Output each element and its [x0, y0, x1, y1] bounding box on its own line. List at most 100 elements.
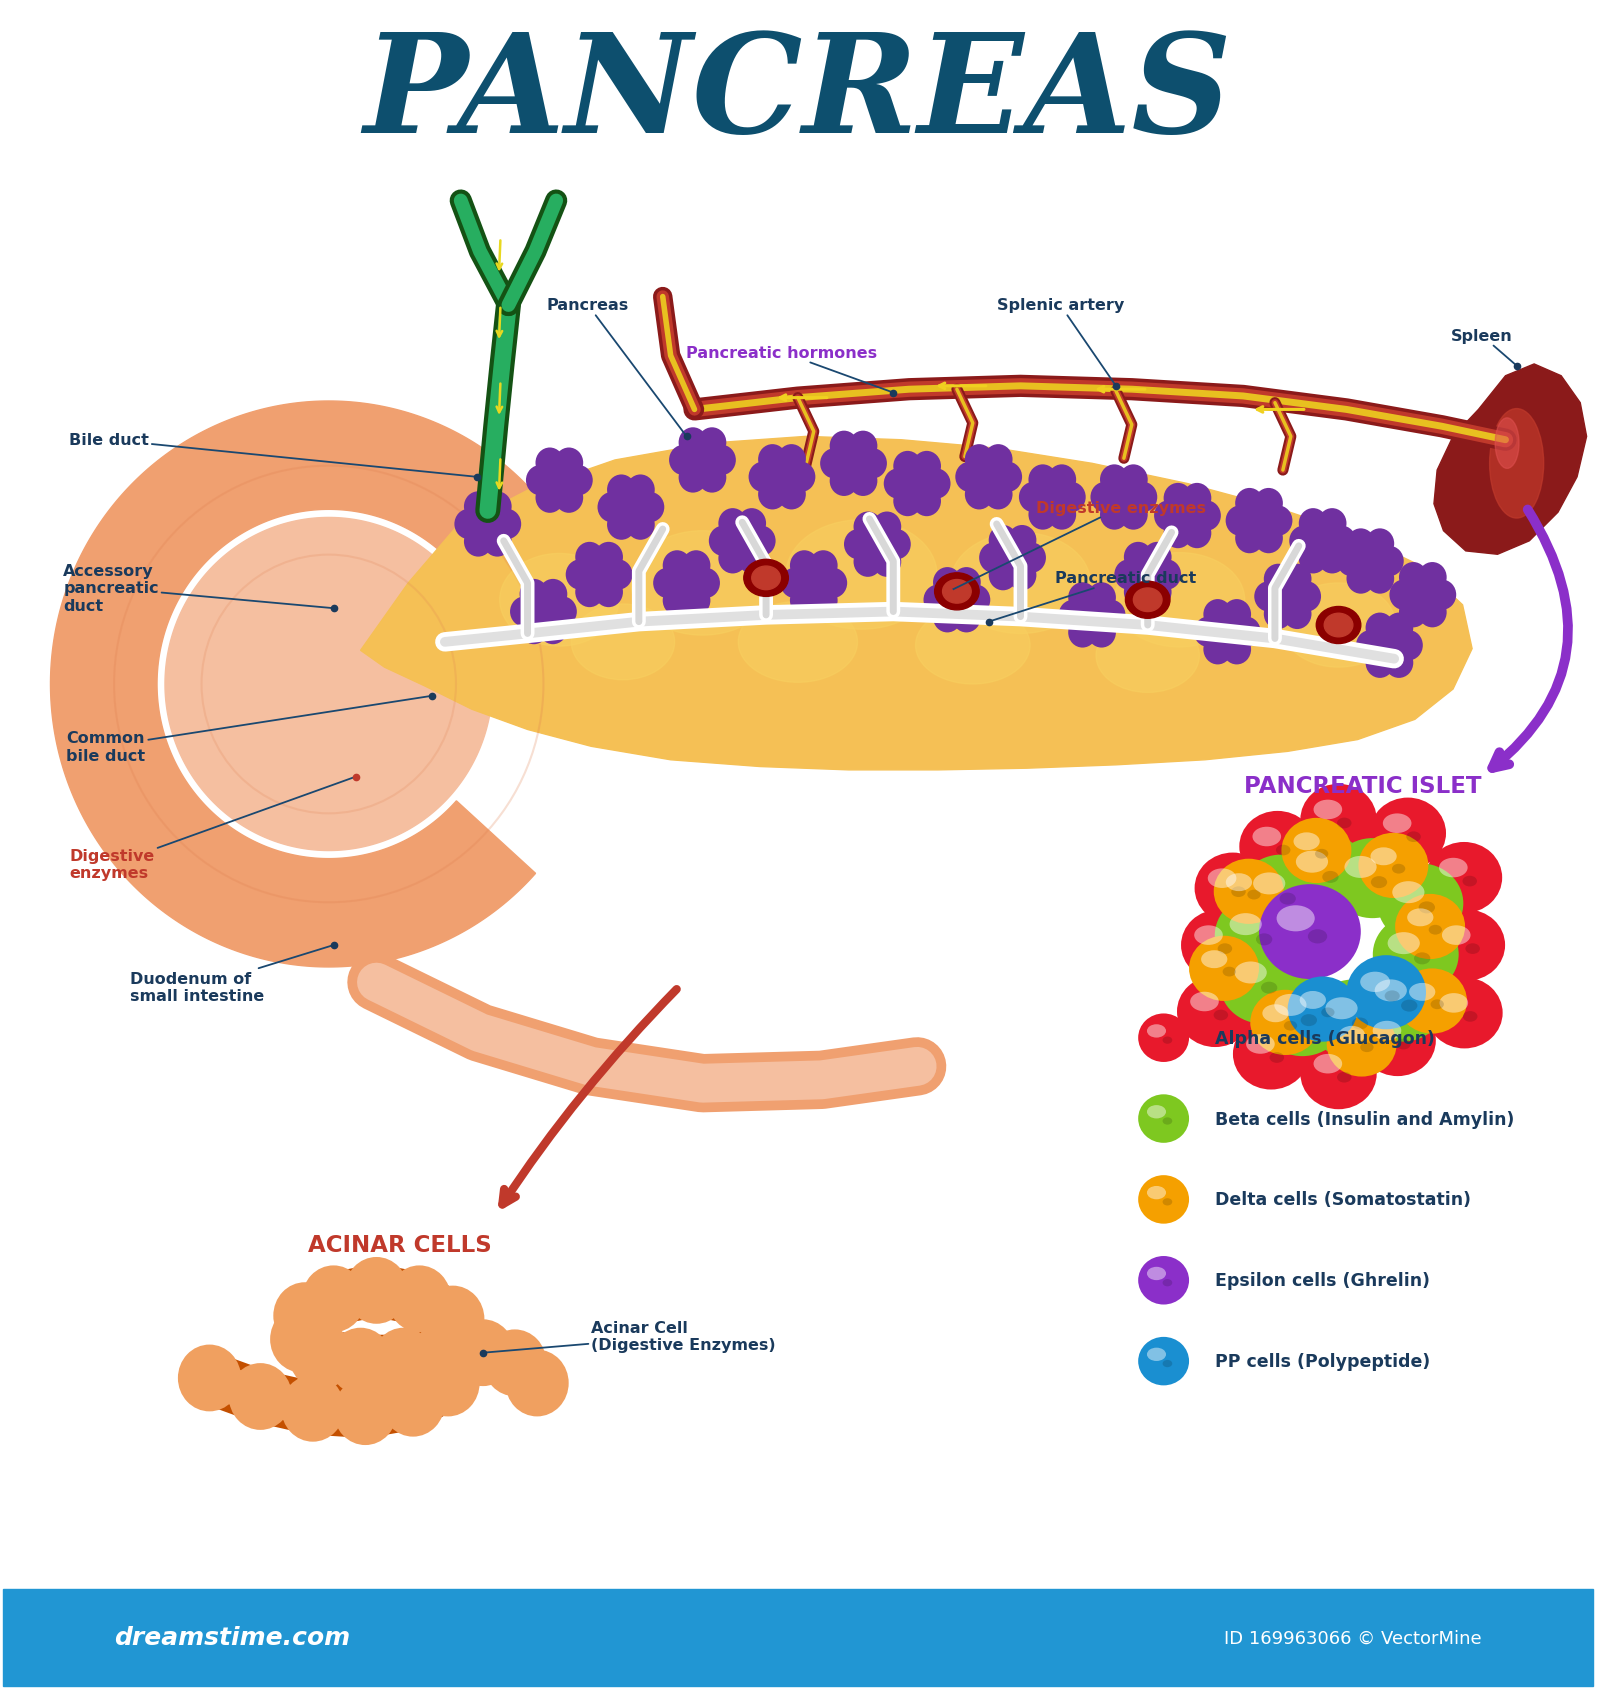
Circle shape	[1384, 613, 1413, 644]
Circle shape	[965, 451, 1013, 503]
Circle shape	[965, 444, 994, 475]
Ellipse shape	[1360, 963, 1446, 1042]
Ellipse shape	[1282, 584, 1395, 667]
Ellipse shape	[1181, 910, 1258, 981]
Circle shape	[1008, 561, 1037, 591]
Circle shape	[576, 542, 603, 573]
Ellipse shape	[1163, 1279, 1173, 1287]
Circle shape	[1318, 508, 1347, 539]
Circle shape	[955, 463, 984, 493]
Ellipse shape	[1147, 1267, 1166, 1280]
Circle shape	[565, 466, 592, 497]
Ellipse shape	[1301, 1039, 1376, 1110]
Circle shape	[1394, 630, 1422, 660]
Ellipse shape	[1347, 956, 1426, 1030]
Text: ID 169963066 © VectorMine: ID 169963066 © VectorMine	[1224, 1628, 1482, 1647]
Circle shape	[707, 446, 736, 476]
Ellipse shape	[1214, 895, 1301, 976]
Circle shape	[1101, 464, 1128, 495]
Circle shape	[789, 557, 838, 610]
Circle shape	[653, 569, 682, 598]
Circle shape	[1347, 564, 1374, 595]
Circle shape	[1091, 483, 1118, 513]
Circle shape	[1232, 616, 1261, 647]
Ellipse shape	[1246, 1035, 1275, 1054]
Ellipse shape	[1360, 1005, 1435, 1076]
Circle shape	[678, 427, 707, 458]
Ellipse shape	[1222, 968, 1235, 976]
Ellipse shape	[1338, 817, 1352, 829]
Ellipse shape	[1360, 973, 1390, 993]
Ellipse shape	[1190, 991, 1219, 1012]
Circle shape	[1347, 529, 1374, 559]
Ellipse shape	[1280, 893, 1296, 905]
Circle shape	[682, 551, 710, 581]
Circle shape	[606, 475, 635, 505]
Text: PANCREAS: PANCREAS	[363, 29, 1232, 162]
Circle shape	[1029, 500, 1058, 530]
Circle shape	[1203, 600, 1232, 630]
Ellipse shape	[1301, 1015, 1317, 1027]
Circle shape	[1365, 564, 1394, 595]
Ellipse shape	[1410, 983, 1435, 1002]
Circle shape	[464, 491, 493, 522]
Ellipse shape	[1250, 990, 1320, 1056]
Circle shape	[698, 463, 726, 493]
Circle shape	[539, 579, 568, 610]
Circle shape	[872, 512, 901, 542]
Circle shape	[1283, 600, 1312, 630]
Circle shape	[1374, 547, 1403, 578]
Circle shape	[952, 603, 981, 633]
Ellipse shape	[1314, 801, 1342, 819]
Ellipse shape	[1138, 1094, 1189, 1143]
Ellipse shape	[1282, 833, 1366, 914]
Circle shape	[179, 1346, 240, 1410]
Ellipse shape	[1370, 799, 1446, 870]
Circle shape	[965, 480, 994, 510]
Text: Accessory
pancreatic
duct: Accessory pancreatic duct	[64, 564, 333, 613]
Circle shape	[984, 444, 1013, 475]
Circle shape	[1398, 569, 1448, 622]
Ellipse shape	[1275, 844, 1291, 856]
Circle shape	[418, 1351, 478, 1415]
Ellipse shape	[1315, 850, 1328, 860]
Ellipse shape	[630, 532, 774, 635]
Circle shape	[1048, 500, 1077, 530]
Text: Delta cells (Somatostatin): Delta cells (Somatostatin)	[1214, 1191, 1470, 1209]
Circle shape	[1254, 583, 1283, 611]
Circle shape	[1163, 519, 1192, 549]
Circle shape	[1142, 542, 1171, 573]
Circle shape	[526, 466, 555, 497]
Ellipse shape	[1307, 929, 1328, 944]
Circle shape	[1163, 483, 1192, 513]
Circle shape	[1264, 600, 1293, 630]
Circle shape	[691, 569, 720, 598]
Circle shape	[1226, 507, 1254, 537]
Ellipse shape	[1419, 902, 1435, 914]
Ellipse shape	[1371, 848, 1397, 866]
Circle shape	[883, 470, 912, 500]
Circle shape	[790, 551, 819, 581]
Ellipse shape	[1163, 1199, 1173, 1206]
Ellipse shape	[1387, 932, 1419, 954]
Circle shape	[848, 466, 877, 497]
Text: Pancreas: Pancreas	[547, 299, 686, 437]
Circle shape	[414, 1322, 475, 1387]
Circle shape	[718, 544, 747, 574]
Ellipse shape	[499, 554, 619, 647]
Circle shape	[1365, 620, 1414, 672]
Ellipse shape	[1238, 855, 1325, 936]
Ellipse shape	[915, 606, 1030, 684]
Circle shape	[933, 568, 962, 598]
Circle shape	[1254, 524, 1283, 554]
Text: PANCREATIC ISLET: PANCREATIC ISLET	[1243, 774, 1482, 797]
Circle shape	[291, 1324, 350, 1388]
Circle shape	[758, 444, 787, 475]
Circle shape	[893, 458, 942, 510]
Ellipse shape	[1138, 1257, 1189, 1306]
Ellipse shape	[1326, 1012, 1397, 1078]
Ellipse shape	[1429, 910, 1506, 981]
Circle shape	[709, 527, 738, 557]
Ellipse shape	[1374, 980, 1406, 1002]
Circle shape	[1118, 500, 1147, 530]
